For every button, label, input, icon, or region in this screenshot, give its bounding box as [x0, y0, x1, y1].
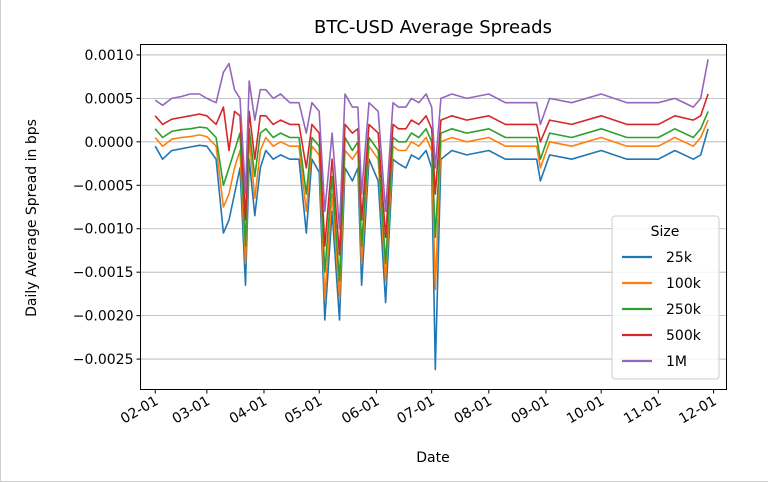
legend-label-250k: 250k	[666, 302, 702, 318]
y-tick-label: −0.0010	[73, 222, 134, 238]
legend-title: Size	[651, 224, 680, 240]
legend-label-25k: 25k	[666, 250, 693, 266]
y-tick-label: −0.0005	[73, 178, 134, 194]
y-tick-label: −0.0025	[73, 352, 134, 368]
y-tick-label: −0.0020	[73, 309, 134, 325]
y-axis-label: Daily Average Spread in bps	[24, 119, 40, 317]
y-tick-label: 0.0005	[85, 91, 134, 107]
y-tick-label: −0.0015	[73, 265, 134, 281]
plot-frame	[140, 44, 727, 390]
y-ticks: 0.0010 0.0005 0.0000 −0.0005 −0.0010 −0.0015 −…	[73, 48, 141, 368]
legend-label-1m: 1M	[666, 354, 687, 370]
series-line-500k	[154, 93, 709, 256]
legend-label-100k: 100k	[666, 276, 702, 292]
x-axis-label: Date	[416, 450, 449, 466]
legend-label-500k: 500k	[666, 328, 702, 344]
chart-title: BTC-USD Average Spreads	[314, 17, 552, 38]
series-line-1m	[154, 59, 709, 230]
legend: Size 25k 100k 250k 500k 1M	[611, 215, 720, 380]
y-tick-label: 0.0000	[85, 135, 134, 151]
y-tick-label: 0.0010	[85, 48, 134, 64]
legend-items: 25k 100k 250k 500k 1M	[622, 250, 702, 370]
series-lines	[154, 59, 709, 371]
